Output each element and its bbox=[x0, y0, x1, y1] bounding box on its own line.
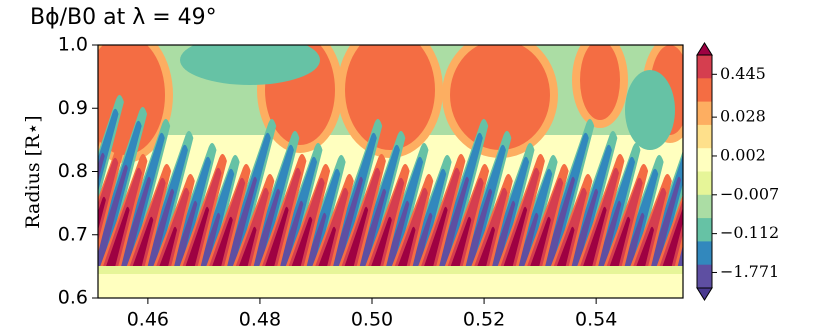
stripe bbox=[235, 226, 257, 275]
blob bbox=[345, 45, 435, 150]
stripe bbox=[209, 216, 233, 275]
x-tick-label: 0.46 bbox=[127, 309, 169, 331]
stripe bbox=[179, 167, 222, 275]
stripe bbox=[182, 206, 210, 275]
colorbar-band bbox=[697, 241, 712, 266]
colorbar-band bbox=[697, 264, 712, 289]
colorbar-tick-label: 0.445 bbox=[720, 64, 766, 83]
stripe bbox=[444, 177, 484, 275]
x-tick-label: 0.50 bbox=[351, 309, 393, 331]
stripe bbox=[288, 216, 313, 275]
y-tick-label: 0.6 bbox=[58, 287, 88, 309]
colorbar-tick-label: 0.028 bbox=[720, 107, 766, 126]
stripe bbox=[98, 136, 100, 149]
stripe bbox=[259, 167, 301, 275]
colorbar-band bbox=[697, 124, 712, 149]
colorbar-band bbox=[697, 194, 712, 219]
stripe bbox=[391, 187, 428, 275]
stripe bbox=[656, 199, 683, 275]
stripe bbox=[527, 216, 551, 275]
stripe bbox=[129, 216, 154, 275]
chart-title: Bϕ/B0 at λ = 49° bbox=[30, 5, 217, 30]
colorbar-band bbox=[697, 101, 712, 126]
stripe bbox=[98, 143, 124, 254]
lower-band bbox=[98, 266, 683, 274]
stripe bbox=[315, 226, 336, 275]
colorbar-tick-label: −0.112 bbox=[720, 223, 779, 242]
x-tick-label: 0.48 bbox=[239, 309, 281, 331]
stripe bbox=[606, 216, 631, 275]
y-tick-label: 0.7 bbox=[58, 223, 88, 245]
stripe bbox=[577, 167, 619, 275]
contour-field bbox=[98, 45, 770, 298]
stripe bbox=[262, 206, 289, 275]
y-tick-label: 0.8 bbox=[58, 160, 88, 182]
colorbar-band bbox=[697, 218, 712, 242]
stripe bbox=[418, 167, 460, 275]
colorbar-band bbox=[697, 55, 712, 79]
stripe bbox=[98, 152, 105, 182]
colorbar-band bbox=[697, 78, 712, 103]
stripe bbox=[471, 187, 508, 275]
stripe bbox=[633, 226, 654, 275]
stripe bbox=[630, 187, 667, 275]
stripe bbox=[98, 108, 119, 192]
stripe bbox=[98, 157, 119, 242]
stripe bbox=[232, 187, 269, 275]
colorbar-band bbox=[697, 148, 712, 172]
stripe bbox=[447, 216, 472, 275]
stripe bbox=[156, 226, 177, 275]
stripe bbox=[580, 206, 607, 275]
lower-band bbox=[98, 274, 683, 298]
colorbar-tick-label: −1.771 bbox=[720, 262, 779, 281]
blob bbox=[625, 70, 675, 150]
stripe bbox=[312, 187, 349, 275]
stripe bbox=[126, 177, 166, 275]
stripe bbox=[497, 167, 540, 275]
colorbar-band bbox=[697, 171, 712, 196]
colorbar-extend bbox=[696, 42, 713, 56]
stripe bbox=[153, 187, 190, 275]
blob bbox=[580, 45, 620, 120]
colorbar-tick-label: 0.002 bbox=[720, 145, 766, 164]
stripe bbox=[394, 226, 416, 275]
colorbar-extend bbox=[696, 287, 713, 301]
stripe bbox=[206, 177, 246, 275]
stripe bbox=[285, 177, 325, 275]
stripe bbox=[553, 226, 575, 275]
stripe bbox=[103, 206, 130, 275]
stripe bbox=[421, 206, 448, 275]
stripe bbox=[659, 207, 683, 275]
colorbar-tick-label: −0.007 bbox=[720, 184, 779, 203]
stripe bbox=[365, 177, 405, 275]
stripe bbox=[474, 226, 495, 275]
stripe bbox=[368, 216, 392, 275]
blob bbox=[180, 45, 320, 85]
stripe bbox=[500, 206, 528, 275]
colorbar-frame bbox=[696, 54, 713, 289]
y-tick-label: 1.0 bbox=[58, 34, 88, 56]
stripe bbox=[98, 164, 128, 275]
blob bbox=[450, 45, 550, 150]
x-tick-label: 0.52 bbox=[463, 309, 505, 331]
stripe bbox=[341, 206, 369, 275]
stripe bbox=[338, 167, 381, 275]
stripe bbox=[98, 196, 106, 231]
stripe bbox=[603, 177, 643, 275]
y-tick-label: 0.9 bbox=[58, 97, 88, 119]
stripe bbox=[524, 177, 564, 275]
stripe bbox=[550, 187, 587, 275]
stripe bbox=[98, 94, 124, 202]
blob bbox=[98, 45, 165, 155]
stripe bbox=[720, 155, 770, 275]
y-axis-label: Radius [R⋆] bbox=[22, 115, 44, 228]
x-tick-label: 0.54 bbox=[575, 309, 617, 331]
stripe bbox=[100, 167, 142, 275]
